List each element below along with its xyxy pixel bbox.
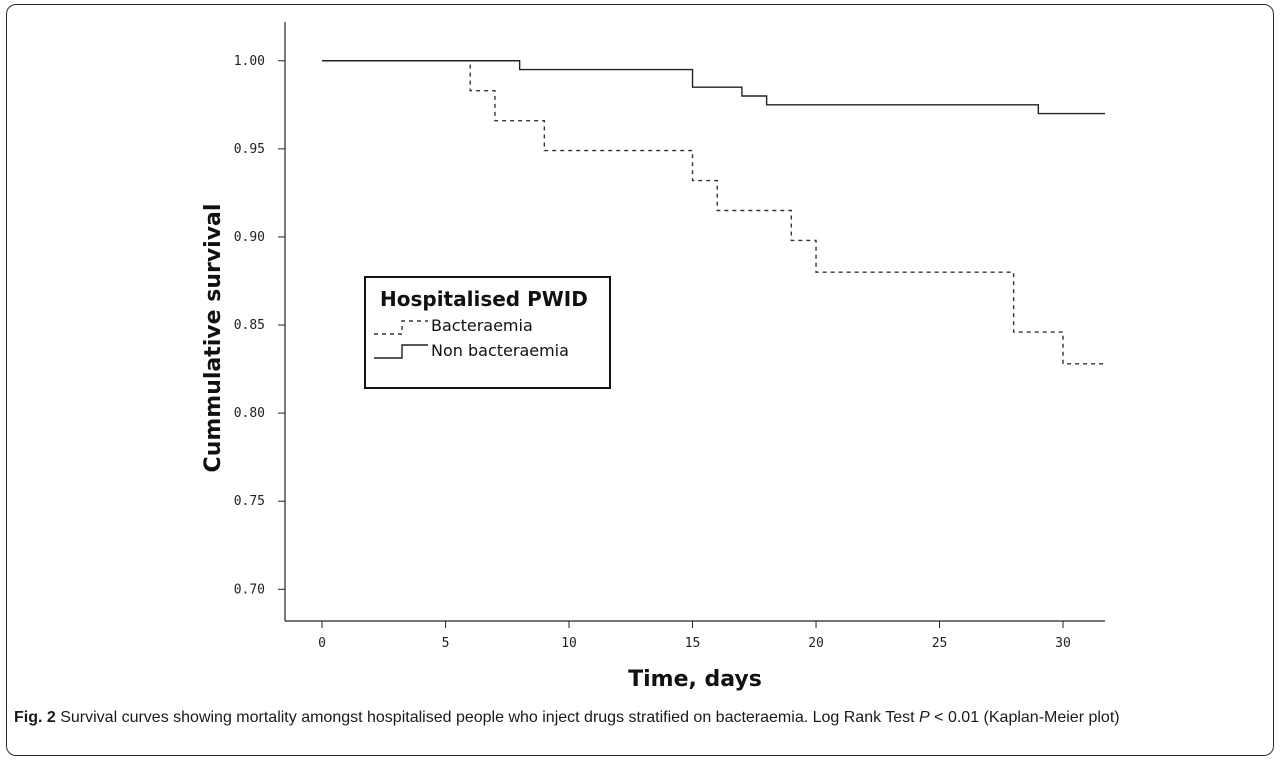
legend-title: Hospitalised PWID	[380, 287, 588, 311]
x-axis-title: Time, days	[628, 667, 762, 692]
legend-swatch-non-bacteraemia	[374, 344, 428, 359]
legend-box	[364, 276, 611, 389]
x-tick-label: 15	[685, 636, 701, 651]
x-tick-label: 10	[561, 636, 577, 651]
figure-caption: Fig. 2 Survival curves showing mortality…	[14, 706, 1254, 730]
x-tick-label: 25	[932, 636, 948, 651]
legend-swatch-bacteraemia	[374, 320, 428, 335]
y-tick-label: 0.90	[234, 230, 265, 245]
axes: 0.70 0.75 0.80 0.85 0.90 0.95 1.00 0 5 10 15 20 25 30	[234, 22, 1105, 651]
series-layer	[322, 60, 1105, 365]
series-non-bacteraemia-line	[322, 60, 1105, 115]
y-tick-label: 0.70	[234, 582, 265, 597]
caption-p-symbol: P	[919, 709, 930, 726]
y-tick-label: 0.85	[234, 318, 265, 333]
y-tick-label: 0.95	[234, 142, 265, 157]
figure-frame	[6, 4, 1274, 756]
legend-label-non-bacteraemia: Non bacteraemia	[431, 341, 569, 360]
series-bacteraemia-line	[322, 60, 1105, 365]
x-tick-label: 0	[318, 636, 326, 651]
caption-label: Fig. 2	[14, 709, 56, 726]
caption-text-end: < 0.01 (Kaplan-Meier plot)	[929, 709, 1120, 726]
kaplan-meier-chart: 0.70 0.75 0.80 0.85 0.90 0.95 1.00 0 5 10 15 20 25 30…	[201, 22, 1105, 692]
y-axis-title: Cummulative survival	[201, 204, 226, 473]
x-tick-label: 30	[1055, 636, 1071, 651]
legend: Hospitalised PWID Bacteraemia Non bacter…	[364, 276, 611, 389]
y-tick-label: 0.80	[234, 406, 265, 421]
legend-label-bacteraemia: Bacteraemia	[431, 316, 533, 335]
y-tick-label: 0.75	[234, 494, 265, 509]
caption-text: Survival curves showing mortality amongs…	[55, 709, 920, 726]
y-tick-label: 1.00	[234, 54, 265, 69]
x-tick-label: 20	[808, 636, 824, 651]
x-tick-label: 5	[442, 636, 450, 651]
